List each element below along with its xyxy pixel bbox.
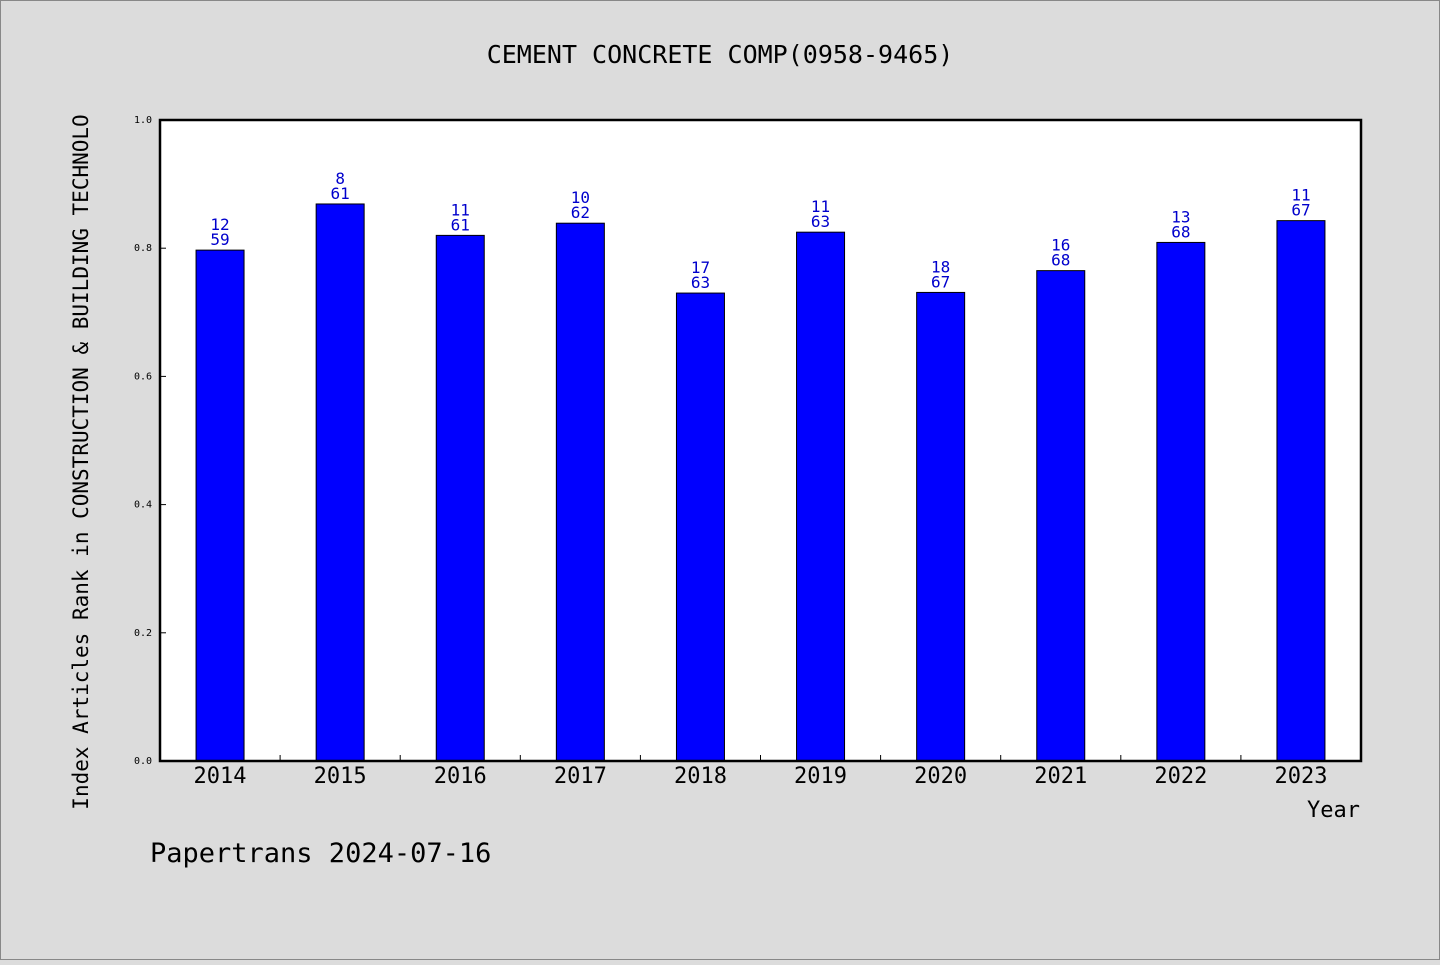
y-tick-label-0.6: 0.6 [134, 371, 152, 382]
bar-rank-label-2021: 16 [1051, 236, 1070, 255]
bar-2016 [435, 234, 485, 762]
x-tick-label-2022: 2022 [1154, 764, 1207, 789]
x-axis: 2014 2015 2016 2017 2018 2019 2020 2021 2022 2023 [194, 755, 1327, 789]
bar-rank-label-2015: 8 [335, 169, 345, 188]
x-tick-label-2014: 2014 [194, 764, 247, 789]
bar-rank-label-2022: 13 [1171, 207, 1190, 226]
bar-2021 [1036, 270, 1086, 762]
x-tick-label-2019: 2019 [794, 764, 847, 789]
bar-total-label-2019: 63 [811, 212, 830, 231]
bar-2018 [675, 292, 725, 762]
bar-total-label-2018: 63 [691, 273, 710, 292]
bar-total-label-2016: 61 [451, 215, 470, 234]
x-tick-label-2018: 2018 [674, 764, 727, 789]
y-tick-label-0.4: 0.4 [134, 500, 152, 511]
bar-total-label-2017: 62 [571, 203, 590, 222]
y-tick-label-0.2: 0.2 [134, 628, 152, 639]
x-tick-label-2021: 2021 [1034, 764, 1087, 789]
footer-credit: Papertrans 2024-07-16 [150, 838, 491, 869]
x-tick-label-2016: 2016 [434, 764, 487, 789]
bar-rank-label-2020: 18 [931, 257, 950, 276]
bar-total-label-2015: 61 [331, 184, 350, 203]
bar-rank-label-2017: 10 [571, 188, 590, 207]
bar-rank-label-2018: 17 [691, 258, 710, 277]
plot-frame [158, 118, 1363, 763]
bar-total-label-2014: 59 [210, 230, 229, 249]
x-tick-label-2015: 2015 [314, 764, 367, 789]
chart-title: CEMENT CONCRETE COMP(0958-9465) [487, 40, 954, 69]
bar-2022 [1156, 241, 1206, 762]
bar-2015 [315, 203, 365, 762]
bar-2014 [195, 249, 245, 762]
bar-total-label-2023: 67 [1291, 201, 1310, 220]
bar-rank-label-2023: 11 [1291, 186, 1310, 205]
x-tick-label-2020: 2020 [914, 764, 967, 789]
bar-total-label-2020: 67 [931, 272, 950, 291]
bar-2019 [796, 231, 846, 762]
bar-rank-label-2016: 11 [451, 200, 470, 219]
y-tick-label-1.0: 1.0 [134, 115, 152, 126]
bars-layer [195, 203, 1326, 762]
y-tick-label-0.0: 0.0 [134, 756, 152, 767]
x-axis-label: Year [1307, 798, 1360, 823]
bar-2023 [1276, 220, 1326, 762]
y-axis-label: Index Articles Rank in CONSTRUCTION & BU… [69, 114, 93, 809]
x-tick-label-2023: 2023 [1274, 764, 1327, 789]
bar-total-label-2022: 68 [1171, 222, 1190, 241]
y-tick-label-0.8: 0.8 [134, 243, 152, 254]
bar-2017 [555, 222, 605, 762]
bar-2020 [916, 291, 966, 762]
x-tick-label-2017: 2017 [554, 764, 607, 789]
bar-total-label-2021: 68 [1051, 251, 1070, 270]
bar-rank-label-2014: 12 [210, 215, 229, 234]
bar-rank-label-2019: 11 [811, 197, 830, 216]
